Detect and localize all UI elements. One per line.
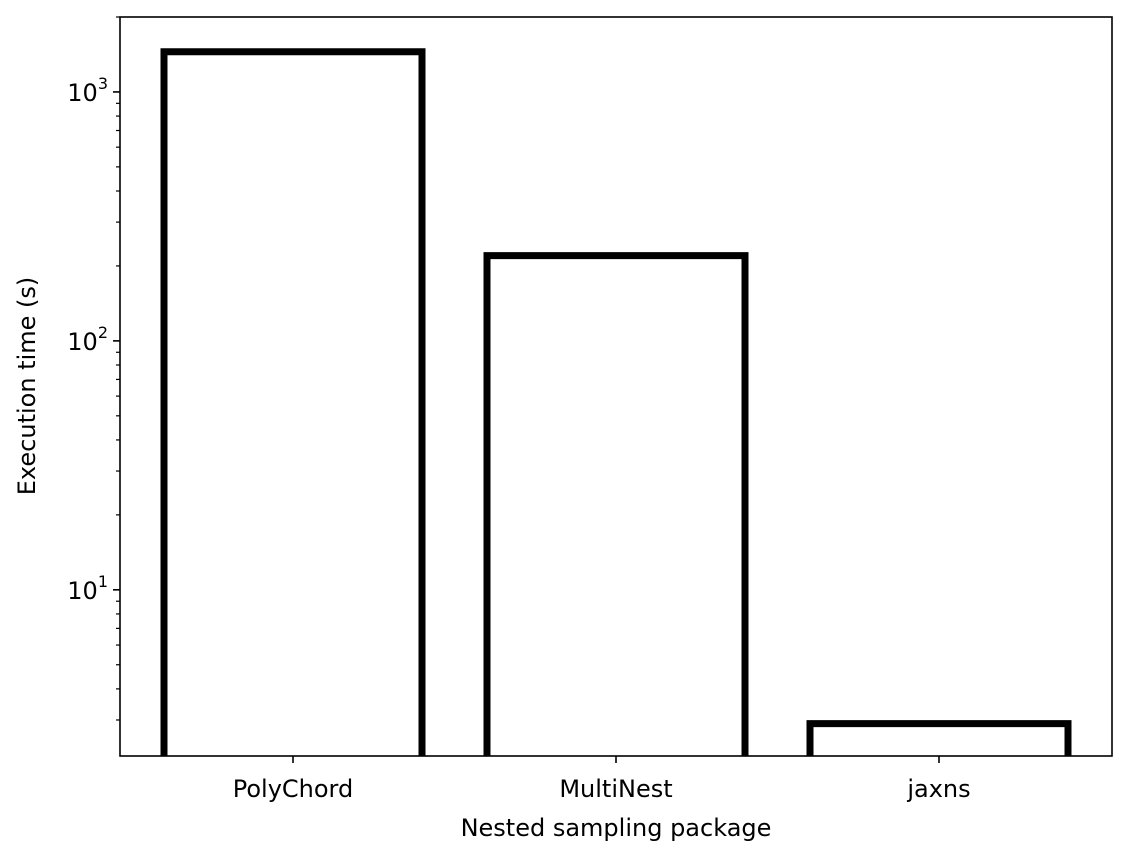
y-axis-title: Execution time (s) [13,277,41,495]
bar-jaxns [806,720,1072,756]
x-axis-title: Nested sampling package [461,814,772,842]
y-tick-label: 102 [67,323,108,356]
plot-frame [119,16,1113,757]
bar-polychord [160,48,426,756]
x-tick-label: PolyChord [233,775,354,803]
y-tick-label: 103 [67,74,108,107]
x-tick-label: MultiNest [559,775,672,803]
y-tick-label: 101 [67,572,108,605]
bar-multinest [483,252,749,756]
bars-group [160,48,1072,756]
x-ticks-group: PolyChord MultiNest jaxns [233,756,971,803]
x-tick-label: jaxns [906,775,970,803]
major-ticks-group: 101 102 103 [67,74,120,605]
